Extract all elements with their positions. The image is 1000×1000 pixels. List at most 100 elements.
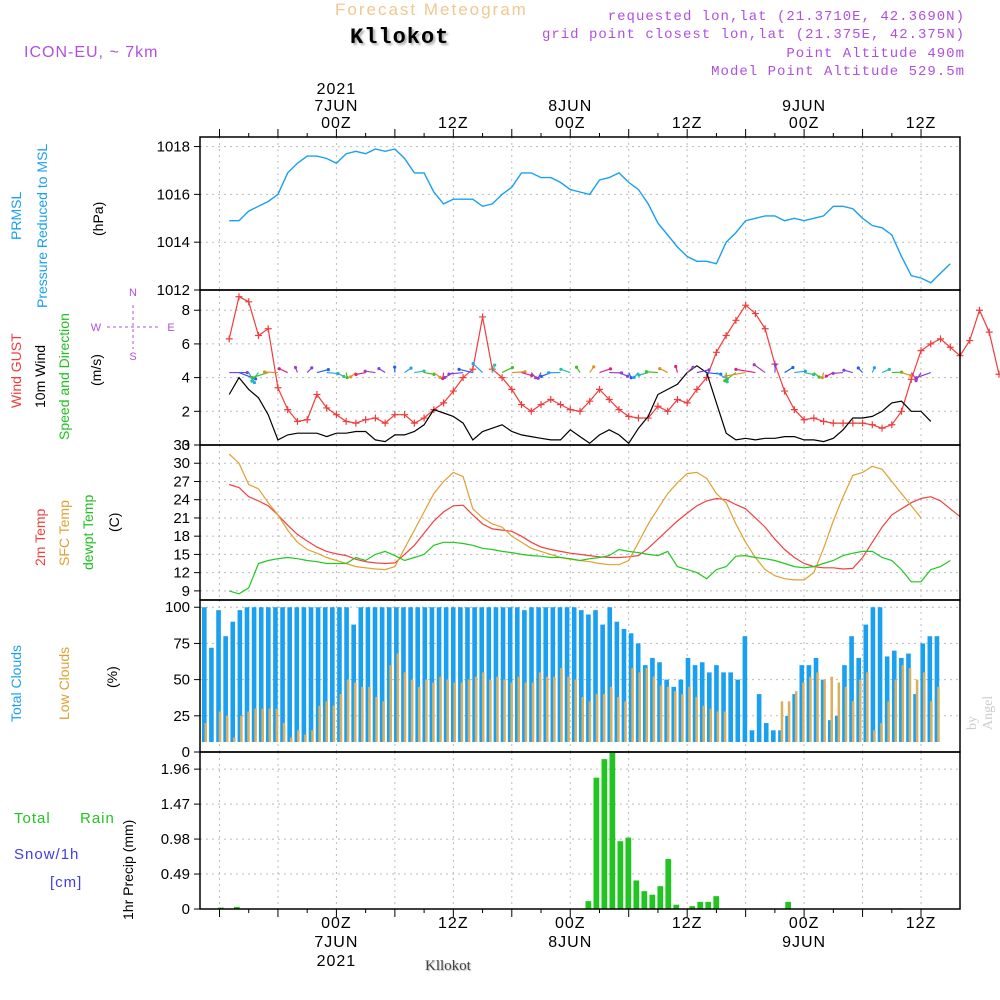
total-cloud-bar [258,607,264,742]
time-label-bottom: 12Z [906,915,937,932]
low-cloud-bar [873,730,876,742]
y-tick-label: 1016 [157,186,190,203]
total-cloud-bar [920,643,926,742]
gust-marker [440,399,448,407]
grid-coords: grid point closest lon,lat (21.375E, 42.… [541,27,965,43]
gust-marker [742,301,750,309]
low-cloud-bar [425,679,428,742]
total-cloud-bar [429,607,435,742]
low-cloud-bar [453,682,457,742]
time-label-top: 9JUN [782,98,826,115]
wind-arrow [725,371,746,377]
wind-arrow-head [310,366,314,370]
gust-marker [313,390,321,398]
total-cloud-bar [642,665,648,742]
wind-arrow-head [252,380,257,385]
wind-arrow-head [443,375,447,380]
low-cloud-bar [560,668,563,742]
wind-arrow [560,368,571,374]
gust-marker [975,306,983,314]
wind-arrow [251,371,269,379]
y-tick-label: 1018 [157,139,190,156]
total-cloud-bar [479,607,485,742]
meteogram-title: Forecast Meteogram [335,0,528,19]
total-cloud-bar [813,657,819,742]
low-cloud-bar [780,701,784,742]
total-cloud-bar [294,607,300,742]
wind-arrow [794,370,806,374]
total-cloud-bar [593,610,598,742]
low-cloud-bar [837,682,841,742]
requested-coords: requested lon,lat (21.3710E, 42.3690N) [607,9,965,25]
low-cloud-bar [666,686,670,742]
total-cloud-bar [493,607,499,742]
low-cloud-bar [787,701,791,742]
low-cloud-bar [930,701,933,742]
low-cloud-bar [894,679,898,742]
low-cloud-bar [275,708,279,742]
time-label-top: 8JUN [548,98,592,115]
total-cloud-bar [322,607,328,742]
gust-marker [284,406,292,414]
low-cloud-bar [858,679,862,742]
gust-marker [898,407,906,415]
total-cloud-bar [650,657,655,742]
low-cloud-bar [240,715,243,742]
wind-arrow [724,372,737,382]
rain-bar [233,906,240,909]
total-cloud-bar [202,607,207,742]
wind-arrow [901,371,912,377]
rain-bar [649,894,656,909]
pressure-unit: (hPa) [90,201,106,236]
wind-arrow-head [534,376,538,380]
total-cloud-bar [251,607,257,742]
y-tick-label: 8 [182,302,190,319]
total-cloud-bar [301,607,307,742]
station-name: Kllokot [350,25,450,50]
low-cloud-bar [489,679,492,742]
total-cloud-bar [671,686,677,742]
wind-arrow-head [842,368,846,372]
y-tick-label: 27 [173,473,190,490]
total-cloud-bar [436,607,442,742]
total-cloud-bar [315,607,321,742]
total-cloud-bar [500,607,506,742]
gust-marker [673,396,681,404]
gust-marker [245,298,253,306]
rain-bar [633,880,640,909]
total-cloud-bar [749,730,755,742]
gust-marker [323,404,331,412]
wind-arrow-head [626,374,630,378]
low-cloud-bar [361,686,364,742]
gust-marker [342,417,350,425]
rain-bar [585,901,592,909]
y-tick-label: 0 [182,437,190,454]
wind-arrow-head [393,365,397,369]
y-tick-label: 100 [165,599,190,616]
low-cloud-bar [702,705,705,742]
total-cloud-bar [835,715,840,742]
total-cloud-bar [465,607,470,742]
low-cloud-bar [403,672,407,742]
low-cloud-bar [695,696,698,742]
total-cloud-bar [337,607,342,742]
gust-label: Wind GUST [8,333,24,408]
gust-marker [693,385,701,393]
y-tick-label: 50 [173,672,190,689]
low-cloud-bar [325,701,329,742]
y-tick-label: 25 [173,708,190,725]
low-cloud-bar [652,676,656,742]
low-cloud-bar [581,696,585,742]
low-cloud-bar [446,679,449,742]
time-label-top: 2021 [317,81,357,98]
gust-marker [595,385,603,393]
low-cloud-bar [681,694,684,742]
rain-bar [641,891,648,909]
total-cloud-bar [550,607,556,742]
wind-arrow-head [872,366,876,370]
wind-arrow-head [723,379,727,383]
compass-n: N [129,287,137,299]
low-cloud-bar [908,668,912,742]
compass-s: S [129,351,136,363]
low-cloud-bar [851,701,855,742]
